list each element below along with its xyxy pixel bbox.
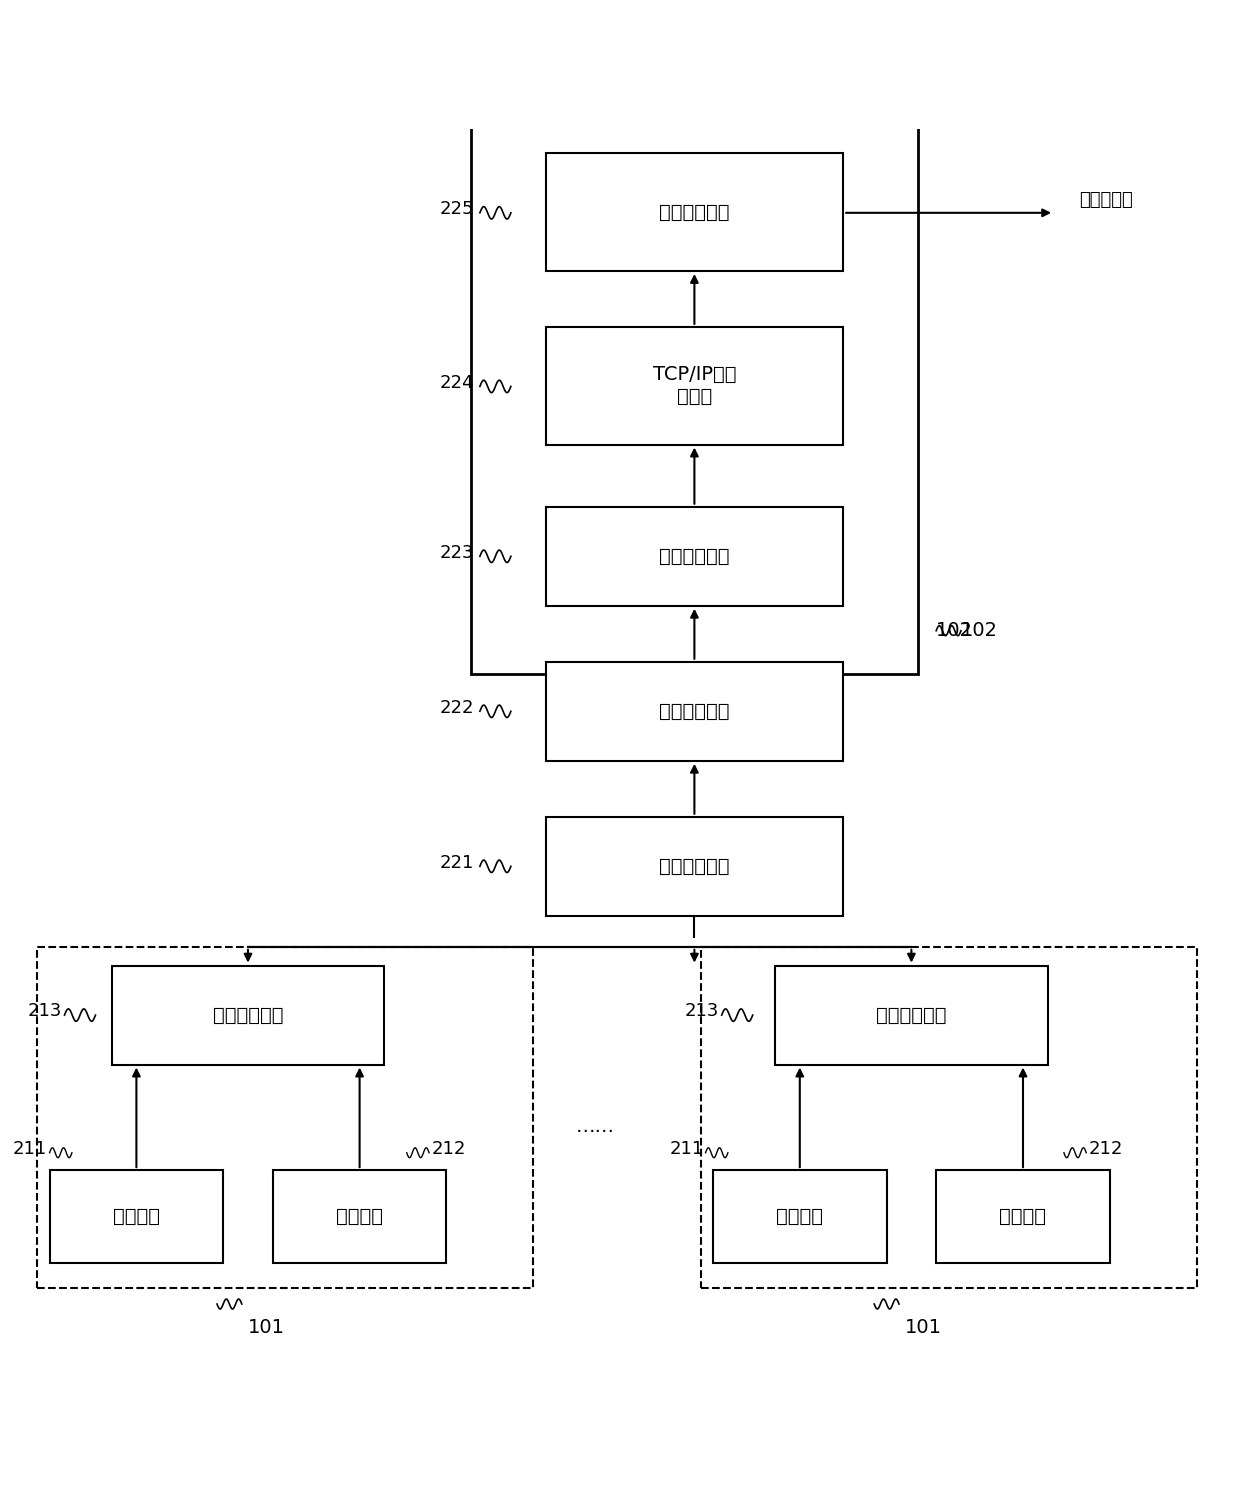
Text: 222: 222 <box>439 699 474 717</box>
Text: 定位单元: 定位单元 <box>776 1207 823 1226</box>
FancyBboxPatch shape <box>775 966 1048 1064</box>
Text: 102: 102 <box>961 621 998 641</box>
Text: ……: …… <box>575 1117 615 1136</box>
Text: 串口通讯单元: 串口通讯单元 <box>877 1006 946 1024</box>
Text: 213: 213 <box>27 1003 62 1021</box>
Text: 102: 102 <box>936 621 973 641</box>
FancyBboxPatch shape <box>713 1171 887 1263</box>
Text: 225: 225 <box>439 201 474 219</box>
Text: 采集单元: 采集单元 <box>999 1207 1047 1226</box>
Text: 212: 212 <box>1089 1141 1123 1159</box>
FancyBboxPatch shape <box>546 506 843 606</box>
FancyBboxPatch shape <box>50 1171 223 1263</box>
Text: 213: 213 <box>684 1003 719 1021</box>
Text: 串口通讯单元: 串口通讯单元 <box>213 1006 283 1024</box>
Text: 接入互联网: 接入互联网 <box>1079 192 1132 210</box>
FancyBboxPatch shape <box>546 153 843 271</box>
FancyBboxPatch shape <box>546 817 843 916</box>
Text: 采集单元: 采集单元 <box>336 1207 383 1226</box>
Text: 223: 223 <box>439 543 474 561</box>
FancyBboxPatch shape <box>936 1171 1110 1263</box>
Text: 211: 211 <box>12 1141 47 1159</box>
Text: 101: 101 <box>905 1317 942 1337</box>
FancyBboxPatch shape <box>273 1171 446 1263</box>
Text: 211: 211 <box>670 1141 704 1159</box>
Text: 101: 101 <box>248 1317 285 1337</box>
FancyBboxPatch shape <box>546 326 843 445</box>
FancyBboxPatch shape <box>471 0 918 674</box>
Text: 221: 221 <box>439 853 474 871</box>
Text: 212: 212 <box>432 1141 466 1159</box>
Text: 数据压缩单元: 数据压缩单元 <box>660 546 729 566</box>
FancyBboxPatch shape <box>112 966 384 1064</box>
Text: 定位单元: 定位单元 <box>113 1207 160 1226</box>
FancyBboxPatch shape <box>701 948 1197 1287</box>
FancyBboxPatch shape <box>546 662 843 760</box>
Text: 数据轮询单元: 数据轮询单元 <box>660 702 729 720</box>
Text: 224: 224 <box>439 374 474 392</box>
Text: TCP/IP协议
栈单元: TCP/IP协议 栈单元 <box>652 365 737 406</box>
FancyBboxPatch shape <box>37 948 533 1287</box>
Text: 网络通信单元: 网络通信单元 <box>660 202 729 222</box>
Text: 串口通讯单元: 串口通讯单元 <box>660 856 729 876</box>
